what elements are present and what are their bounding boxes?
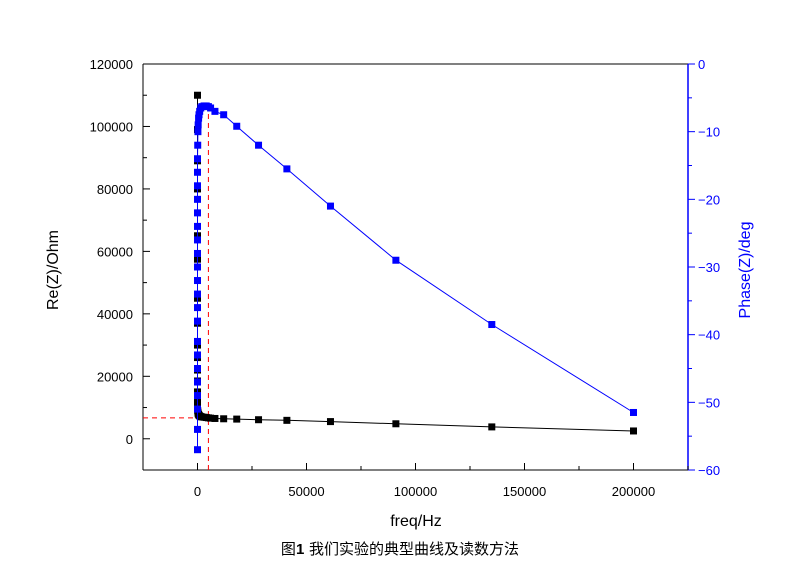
- data-point: [194, 222, 201, 230]
- data-point: [194, 446, 201, 454]
- data-point: [233, 122, 241, 130]
- data-point: [194, 337, 201, 345]
- data-point: [194, 249, 201, 257]
- x-axis-ticks: 0 50000 100000 150000 200000: [142, 463, 689, 499]
- figure-caption: 图1 我们实验的典型曲线及读数方法: [0, 538, 800, 559]
- data-point: [194, 236, 201, 244]
- y-right-tick-label: −50: [698, 395, 720, 410]
- caption-text: 我们实验的典型曲线及读数方法: [304, 540, 520, 558]
- x-tick-label: 50000: [288, 484, 324, 499]
- y-left-tick-label: 20000: [97, 369, 133, 384]
- series-phase: [194, 102, 637, 454]
- x-tick-label: 100000: [394, 484, 437, 499]
- data-point: [207, 104, 215, 112]
- y-right-tick-label: −10: [698, 125, 720, 140]
- data-point: [207, 414, 215, 422]
- y-axis-left-label: Re(Z)/Ohm: [45, 230, 62, 310]
- y-left-tick-label: 80000: [97, 182, 133, 197]
- series-line: [197, 105, 634, 450]
- y-right-tick-label: 0: [698, 57, 705, 72]
- data-point: [194, 290, 201, 298]
- y-left-tick-label: 0: [126, 432, 133, 447]
- x-tick-label: 0: [194, 484, 201, 499]
- y-left-tick-label: 120000: [90, 57, 133, 72]
- right-axis-ticks: 0 −10 −20 −30 −40 −50 −60: [688, 57, 720, 478]
- data-point: [194, 365, 201, 372]
- data-point: [488, 321, 496, 329]
- data-point: [392, 420, 400, 428]
- data-point: [194, 182, 201, 190]
- data-point: [194, 405, 201, 413]
- data-point: [220, 415, 228, 423]
- data-point: [194, 351, 201, 359]
- data-point: [194, 425, 201, 433]
- data-point: [194, 378, 201, 386]
- data-point: [488, 423, 496, 431]
- data-point: [194, 168, 201, 176]
- y-axis-right-label: Phase(Z)/deg: [737, 222, 754, 319]
- dual-axis-chart: 0 20000 40000 60000 80000 100000 120000 0 −10 −2…: [45, 57, 754, 530]
- data-point: [194, 141, 202, 149]
- data-point: [194, 209, 201, 217]
- caption-prefix: 图: [280, 540, 296, 558]
- data-point: [194, 91, 201, 99]
- y-left-tick-label: 60000: [97, 244, 133, 259]
- data-point: [220, 111, 228, 119]
- data-point: [326, 202, 334, 210]
- x-tick-label: 200000: [612, 484, 655, 499]
- y-left-tick-label: 40000: [97, 307, 133, 322]
- data-point: [194, 195, 201, 203]
- y-right-tick-label: −30: [698, 260, 720, 275]
- y-right-tick-label: −20: [698, 192, 720, 207]
- left-axis-ticks: 0 20000 40000 60000 80000 100000 120000: [90, 57, 150, 471]
- y-right-tick-label: −60: [698, 463, 720, 478]
- series-line: [197, 95, 634, 432]
- x-axis-label: freq/Hz: [390, 513, 442, 530]
- data-point: [233, 415, 241, 423]
- data-point: [194, 155, 201, 163]
- series-layer: [194, 91, 637, 454]
- data-point: [326, 418, 334, 426]
- data-point: [211, 107, 219, 115]
- y-right-tick-label: −40: [698, 328, 720, 343]
- data-point: [211, 414, 219, 422]
- caption-number: 1: [295, 541, 305, 558]
- data-point: [194, 128, 202, 136]
- data-point: [194, 121, 202, 129]
- data-point: [283, 165, 291, 173]
- data-point: [194, 317, 201, 325]
- data-point: [194, 304, 201, 312]
- data-point: [194, 277, 201, 285]
- data-point: [630, 408, 637, 416]
- data-point: [283, 416, 291, 424]
- data-point: [194, 392, 201, 400]
- data-point: [255, 141, 263, 149]
- data-point: [194, 263, 201, 271]
- y-left-tick-label: 100000: [90, 119, 133, 134]
- data-point: [255, 416, 263, 424]
- data-point: [630, 427, 637, 435]
- x-tick-label: 150000: [503, 484, 546, 499]
- data-point: [392, 256, 400, 264]
- axes: [142, 63, 689, 471]
